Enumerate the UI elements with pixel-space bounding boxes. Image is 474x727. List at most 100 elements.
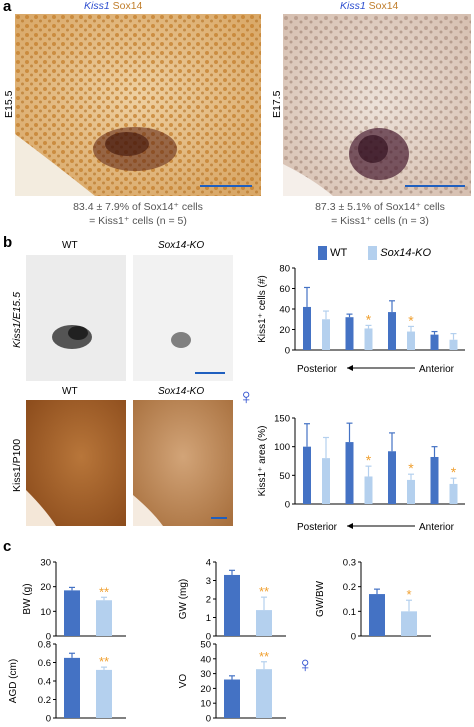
y-tick-label: 20 <box>40 582 51 593</box>
legend-swatch-wt <box>318 246 327 260</box>
y-tick-label: 20 <box>279 325 290 336</box>
y-tick-label: 30 <box>200 669 211 680</box>
panel-a-letter: a <box>3 0 12 15</box>
y-tick-label: 10 <box>40 607 51 618</box>
chart-bw: 0 10 20 30 BW (g) ** <box>22 558 126 643</box>
bar-wt <box>224 574 240 636</box>
micrograph-e17-sox14 <box>283 14 471 196</box>
y-axis-title: VO <box>178 674 189 689</box>
chart-vo: 0 10 20 30 40 50 VO ** <box>178 640 286 725</box>
micrograph-kiss1-p100-wt <box>26 400 126 526</box>
chart-agd: 0 0.2 0.4 0.6 0.8 AGD (cm) ** <box>8 640 126 725</box>
wt-label-bottom: WT <box>62 386 78 397</box>
significance-star: ** <box>99 584 109 599</box>
protein-label: Sox14 <box>112 0 143 12</box>
y-tick-label: 0 <box>46 632 51 643</box>
y-tick-label: 60 <box>279 284 290 295</box>
y-tick-label: 0 <box>351 632 356 643</box>
gene-label: Kiss1 <box>340 0 366 12</box>
bar-wt <box>388 312 396 350</box>
y-tick-label: 40 <box>279 305 290 316</box>
bar-ko <box>364 476 373 504</box>
micrograph-kiss1-p100-ko <box>133 400 233 526</box>
bar-wt <box>388 451 396 504</box>
y-tick-label: 0.4 <box>38 677 51 688</box>
bar-wt <box>345 317 354 350</box>
bar-wt <box>224 679 240 718</box>
caption-line: = Kiss1⁺ cells (n = 3) <box>331 215 429 227</box>
y-tick-label: 30 <box>40 558 51 569</box>
gene-label: Kiss1 <box>84 0 110 12</box>
y-tick-label: 40 <box>200 654 211 665</box>
significance-star: * <box>406 587 411 602</box>
bar-ko <box>449 339 458 350</box>
caption-e17: 87.3 ± 5.1% of Sox14⁺ cells = Kiss1⁺ cel… <box>290 200 470 228</box>
panel-a-left-title: Kiss1 Sox14 <box>84 0 142 12</box>
axis-posterior-label: Posterior <box>297 364 338 375</box>
bar-ko <box>96 669 112 718</box>
legend: WT Sox14-KO <box>318 246 431 260</box>
significance-star: ** <box>99 654 109 669</box>
arrow-head <box>347 365 353 371</box>
bar-ko <box>256 610 272 636</box>
y-tick-label: 0.3 <box>343 558 356 569</box>
protein-label: Sox14 <box>368 0 399 12</box>
y-tick-label: 4 <box>206 558 211 569</box>
row-label-p100: Kiss1/P100 <box>11 438 23 492</box>
bar-ko <box>364 328 373 350</box>
y-axis-title: GW (mg) <box>178 579 189 620</box>
y-tick-label: 0.1 <box>343 607 356 618</box>
micrograph-e15-sox14 <box>15 14 261 196</box>
caption-line: = Kiss1⁺ cells (n = 5) <box>89 215 187 227</box>
chart-gw: 0 1 2 3 4 GW (mg) ** <box>178 558 286 643</box>
y-tick-label: 0.2 <box>38 695 51 706</box>
significance-star: * <box>366 452 372 468</box>
y-tick-label: 0 <box>285 500 290 511</box>
arrow-head <box>347 523 353 529</box>
panel-b-letter: b <box>3 234 13 251</box>
ko-label-bottom: Sox14-KO <box>158 386 205 397</box>
significance-star: * <box>366 311 372 327</box>
y-tick-label: 0 <box>46 714 51 725</box>
y-axis-title: Kiss1⁺ cells (#) <box>257 275 268 343</box>
y-axis-title: Kiss1⁺ area (%) <box>257 426 268 497</box>
legend-swatch-ko <box>368 246 378 260</box>
bar-ko <box>322 458 330 504</box>
chart-kiss1-cells: 0 20 40 60 80 Kiss1⁺ cells (#) * * Posterior Ante… <box>257 264 465 375</box>
bar-ko <box>96 600 112 636</box>
micrograph-kiss1-e15-ko <box>133 255 233 381</box>
bar-ko <box>449 483 458 504</box>
bar-wt <box>64 657 80 718</box>
y-tick-label: 1 <box>206 613 211 624</box>
caption-e15: 83.4 ± 7.9% of Sox14⁺ cells = Kiss1⁺ cel… <box>48 200 228 228</box>
y-tick-label: 0.8 <box>38 640 51 651</box>
bar-ko <box>407 331 415 350</box>
chart-gwbw: 0 0.1 0.2 0.3 GW/BW * <box>315 558 431 643</box>
y-tick-label: 0.2 <box>343 582 356 593</box>
panel-c-letter: c <box>3 538 12 555</box>
panel-a-right-title: Kiss1 Sox14 <box>340 0 398 12</box>
legend-label-wt: WT <box>330 247 348 259</box>
y-tick-label: 20 <box>200 684 211 695</box>
significance-star: * <box>408 460 414 476</box>
axis-anterior-label: Anterior <box>419 522 455 533</box>
y-tick-label: 3 <box>206 576 211 587</box>
bar-wt <box>345 442 354 504</box>
y-tick-label: 100 <box>274 442 290 453</box>
y-tick-label: 0 <box>206 632 211 643</box>
micrograph-kiss1-e15-wt <box>26 255 126 381</box>
axis-posterior-label: Posterior <box>297 522 338 533</box>
row-label-e15: Kiss1/E15.5 <box>11 291 23 348</box>
stage-label-e15: E15.5 <box>3 90 15 118</box>
y-tick-label: 0 <box>285 346 290 357</box>
y-tick-label: 0 <box>206 714 211 725</box>
y-tick-label: 50 <box>200 640 211 651</box>
legend-label-ko: Sox14-KO <box>380 247 432 259</box>
y-axis-title: GW/BW <box>315 580 326 617</box>
bar-ko <box>256 669 272 718</box>
y-tick-label: 0.6 <box>38 658 51 669</box>
caption-line: 87.3 ± 5.1% of Sox14⁺ cells <box>315 201 445 213</box>
wt-label-top: WT <box>62 240 78 251</box>
y-tick-label: 10 <box>200 699 211 710</box>
y-tick-label: 150 <box>274 414 290 425</box>
